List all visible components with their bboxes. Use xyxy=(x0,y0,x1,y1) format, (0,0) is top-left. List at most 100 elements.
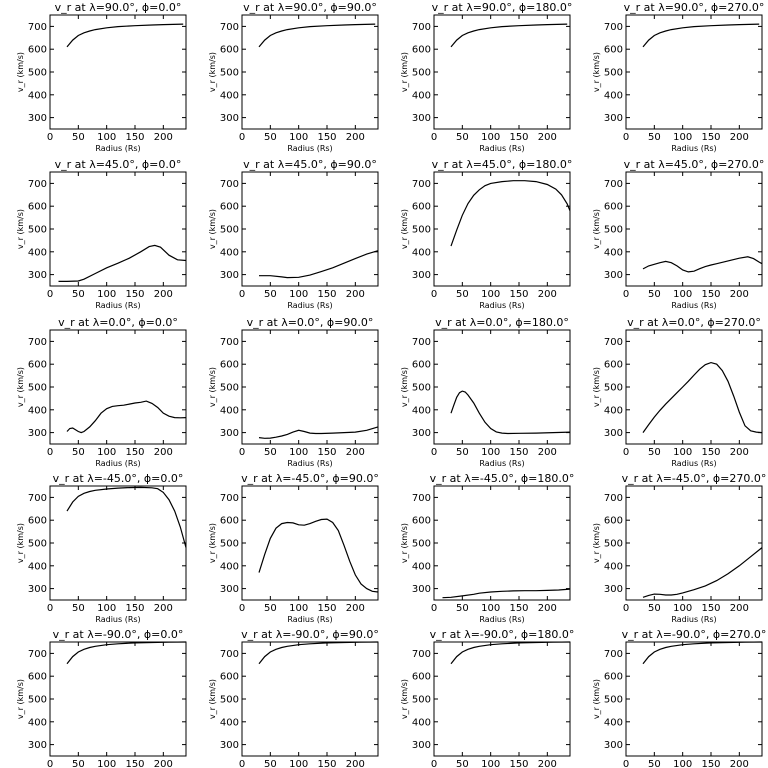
chart-panel-16: v_r at λ=-45.0°, ϕ=270.0° 0 50 100 150 200 300… xyxy=(592,472,766,624)
y-tick-label: 300 xyxy=(604,740,623,751)
panel-title: v_r at λ=-90.0°, ϕ=90.0° xyxy=(241,628,379,641)
y-tick-label: 500 xyxy=(220,68,239,79)
x-tick-label: 150 xyxy=(701,603,720,614)
x-tick-label: 150 xyxy=(317,289,336,300)
x-tick-label: 200 xyxy=(346,759,365,768)
chart-panel-3: v_r at λ=90.0°, ϕ=180.0° 0 50 100 150 200 300 4… xyxy=(400,1,572,153)
panel-title: v_r at λ=45.0°, ϕ=90.0° xyxy=(243,158,377,171)
y-tick-label: 700 xyxy=(604,179,623,190)
x-tick-label: 200 xyxy=(538,759,557,768)
chart-panel-9: v_r at λ=0.0°, ϕ=0.0° 0 50 100 150 200 300 400 5… xyxy=(16,316,187,468)
x-tick-label: 150 xyxy=(125,447,144,458)
x-tick-label: 0 xyxy=(431,132,437,143)
plot-frame xyxy=(241,171,379,287)
chart-panel-20: v_r at λ=-90.0°, ϕ=270.0° 0 50 100 150 200 300… xyxy=(592,628,766,768)
y-axis-label: v_r (km/s) xyxy=(16,367,25,407)
y-tick-label: 700 xyxy=(220,493,239,504)
x-tick-label: 100 xyxy=(97,447,116,458)
x-tick-label: 200 xyxy=(154,603,173,614)
y-tick-label: 600 xyxy=(604,45,623,56)
x-axis-label: Radius (Rs) xyxy=(671,459,716,468)
x-tick-label: 150 xyxy=(125,603,144,614)
y-axis-label: v_r (km/s) xyxy=(208,209,217,249)
y-tick-label: 700 xyxy=(604,22,623,33)
chart-panel-6: v_r at λ=45.0°, ϕ=90.0° 0 50 100 150 200 300 40… xyxy=(208,158,379,310)
y-tick-label: 400 xyxy=(28,405,47,416)
plot-frame xyxy=(625,171,763,287)
series-line xyxy=(442,588,571,599)
series-line xyxy=(66,641,187,665)
series-line xyxy=(66,23,184,48)
x-tick-label: 50 xyxy=(264,132,277,143)
x-tick-label: 100 xyxy=(97,132,116,143)
panel-title: v_r at λ=45.0°, ϕ=270.0° xyxy=(624,158,765,171)
y-axis-label: v_r (km/s) xyxy=(400,679,409,719)
y-tick-label: 400 xyxy=(412,405,431,416)
x-tick-label: 200 xyxy=(730,447,749,458)
x-tick-label: 150 xyxy=(317,603,336,614)
y-axis-label: v_r (km/s) xyxy=(400,209,409,249)
y-tick-label: 300 xyxy=(220,740,239,751)
x-tick-label: 0 xyxy=(623,132,629,143)
y-tick-label: 600 xyxy=(412,45,431,56)
y-tick-label: 700 xyxy=(412,649,431,660)
chart-panel-8: v_r at λ=45.0°, ϕ=270.0° 0 50 100 150 200 300 4… xyxy=(592,158,764,310)
chart-panel-12: v_r at λ=0.0°, ϕ=270.0° 0 50 100 150 200 300 40… xyxy=(592,316,763,468)
panel-title: v_r at λ=-45.0°, ϕ=180.0° xyxy=(430,472,575,485)
x-tick-label: 200 xyxy=(538,447,557,458)
y-tick-label: 400 xyxy=(28,247,47,258)
y-tick-label: 300 xyxy=(28,584,47,595)
x-tick-label: 100 xyxy=(97,759,116,768)
y-tick-label: 700 xyxy=(220,22,239,33)
x-tick-label: 100 xyxy=(673,289,692,300)
y-tick-label: 400 xyxy=(412,717,431,728)
y-tick-label: 700 xyxy=(412,179,431,190)
x-tick-label: 0 xyxy=(623,447,629,458)
x-tick-label: 50 xyxy=(456,759,469,768)
series-line xyxy=(450,23,568,48)
y-tick-label: 500 xyxy=(28,695,47,706)
x-tick-label: 100 xyxy=(289,759,308,768)
y-tick-label: 600 xyxy=(220,672,239,683)
x-tick-label: 100 xyxy=(481,289,500,300)
y-tick-label: 500 xyxy=(604,383,623,394)
x-tick-label: 0 xyxy=(239,759,245,768)
x-tick-label: 150 xyxy=(509,603,528,614)
x-tick-label: 150 xyxy=(317,132,336,143)
x-tick-label: 150 xyxy=(317,447,336,458)
panel-title: v_r at λ=-90.0°, ϕ=0.0° xyxy=(53,628,184,641)
y-tick-label: 500 xyxy=(412,225,431,236)
x-tick-label: 200 xyxy=(346,289,365,300)
chart-panel-14: v_r at λ=-45.0°, ϕ=90.0° 0 50 100 150 200 300 4… xyxy=(208,472,379,624)
chart-panel-4: v_r at λ=90.0°, ϕ=270.0° 0 50 100 150 200 300 4… xyxy=(592,1,764,153)
chart-panel-5: v_r at λ=45.0°, ϕ=0.0° 0 50 100 150 200 300 400… xyxy=(16,158,187,310)
x-tick-label: 100 xyxy=(289,132,308,143)
y-tick-label: 600 xyxy=(604,672,623,683)
x-tick-label: 50 xyxy=(456,447,469,458)
series-line xyxy=(58,244,187,282)
y-axis-label: v_r (km/s) xyxy=(16,679,25,719)
y-tick-label: 400 xyxy=(28,90,47,101)
x-tick-label: 200 xyxy=(346,132,365,143)
y-tick-label: 300 xyxy=(604,113,623,124)
x-tick-label: 200 xyxy=(730,132,749,143)
y-tick-label: 600 xyxy=(412,360,431,371)
y-tick-label: 500 xyxy=(220,383,239,394)
y-tick-label: 300 xyxy=(412,270,431,281)
x-tick-label: 0 xyxy=(47,289,53,300)
chart-panel-7: v_r at λ=45.0°, ϕ=180.0° 0 50 100 150 200 300 4… xyxy=(400,158,572,310)
series-line xyxy=(450,390,571,435)
x-tick-label: 150 xyxy=(125,759,144,768)
y-axis-label: v_r (km/s) xyxy=(400,52,409,92)
y-tick-label: 600 xyxy=(604,360,623,371)
y-tick-label: 700 xyxy=(28,22,47,33)
y-tick-label: 300 xyxy=(412,113,431,124)
plot-frame xyxy=(433,14,571,130)
y-axis-label: v_r (km/s) xyxy=(208,679,217,719)
x-tick-label: 100 xyxy=(673,447,692,458)
plot-frame xyxy=(49,329,187,445)
x-axis-label: Radius (Rs) xyxy=(671,144,716,153)
y-tick-label: 700 xyxy=(412,337,431,348)
x-tick-label: 150 xyxy=(125,289,144,300)
chart-panel-2: v_r at λ=90.0°, ϕ=90.0° 0 50 100 150 200 300 40… xyxy=(208,1,379,153)
